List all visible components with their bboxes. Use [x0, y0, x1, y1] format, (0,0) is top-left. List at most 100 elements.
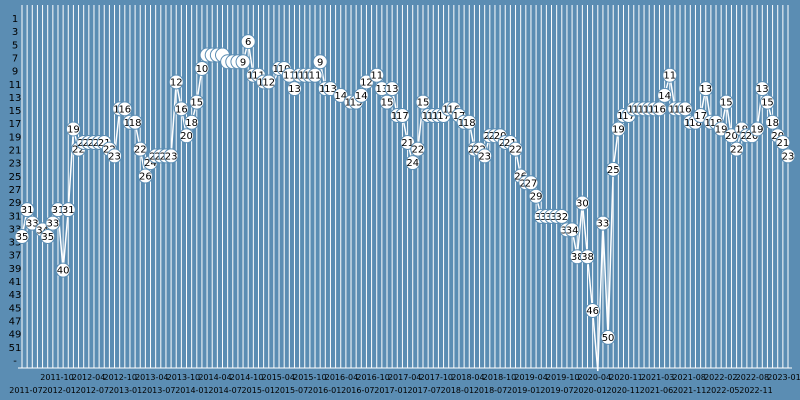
y-tick-label: 7 — [12, 53, 18, 64]
data-point-label: 15 — [350, 98, 363, 109]
data-point-marker — [45, 215, 61, 231]
y-tick-label: 21 — [9, 146, 22, 157]
data-point-marker — [600, 329, 616, 345]
data-point-label: 10 — [278, 64, 291, 75]
data-point-label: 17 — [453, 111, 466, 122]
data-point-label: 15 — [720, 98, 733, 109]
data-point-marker — [605, 161, 621, 177]
data-point-marker — [19, 202, 35, 218]
data-point-marker — [415, 94, 431, 110]
data-point-label: 38 — [581, 252, 594, 263]
data-point-label: 18 — [463, 118, 476, 129]
data-point-label: 23 — [165, 151, 178, 162]
data-point-label: 21 — [776, 138, 789, 149]
data-point-label: 14 — [334, 91, 347, 102]
data-point-marker — [60, 202, 76, 218]
y-tick-label: 11 — [9, 80, 22, 91]
data-point-label: 13 — [699, 84, 712, 95]
data-point-label: 10 — [196, 64, 209, 75]
data-point-label: 19 — [735, 125, 748, 136]
data-point-label: 33 — [26, 219, 39, 230]
y-axis: 1357911131517192123252729313335373941434… — [9, 14, 22, 367]
x-tick-label-lower: 2012-01 — [42, 386, 75, 395]
data-point-marker — [137, 168, 153, 184]
data-point-marker — [127, 114, 143, 130]
data-point-marker — [754, 81, 770, 97]
data-point-marker — [585, 303, 601, 318]
x-tick-label-lower: 2014-01 — [175, 386, 208, 395]
x-tick-label-upper: 2019-04 — [514, 373, 547, 382]
data-point-marker — [14, 229, 30, 245]
data-point-label: 11 — [252, 71, 265, 82]
x-tick-label-lower: 2021-06 — [640, 386, 673, 395]
data-point-marker — [179, 128, 195, 144]
data-point-label: 27 — [525, 178, 538, 189]
data-point-marker — [55, 262, 71, 278]
data-point-marker — [461, 114, 477, 130]
x-tick-label-upper: 2023-01 — [767, 373, 800, 382]
data-point-label: 17 — [437, 111, 450, 122]
data-point-marker — [312, 54, 328, 70]
data-point-label: 20 — [746, 131, 759, 142]
data-point-label: 30 — [576, 198, 589, 209]
y-tick-label: 39 — [9, 264, 22, 275]
data-point-label: 23 — [108, 151, 121, 162]
data-point-label: 31 — [62, 205, 75, 216]
y-tick-label: 13 — [9, 93, 22, 104]
data-point-label: 11 — [370, 71, 383, 82]
x-tick-label-lower: 2020-01 — [573, 386, 606, 395]
data-point-label: 20 — [180, 131, 193, 142]
data-point-label: 16 — [118, 104, 131, 115]
x-tick-label-lower: 2022-05 — [706, 386, 739, 395]
data-point-label: 16 — [447, 104, 460, 115]
x-tick-label-upper: 2016-04 — [325, 373, 358, 382]
x-tick-label-upper: 2017-04 — [388, 373, 421, 382]
data-point-label: 13 — [756, 84, 769, 95]
data-point-label: 13 — [375, 84, 388, 95]
data-point-label: 15 — [190, 98, 203, 109]
data-point-label: 19 — [715, 125, 728, 136]
data-point-marker — [698, 81, 714, 97]
data-point-marker — [189, 94, 205, 110]
data-point-label: 22 — [473, 145, 486, 156]
data-point-label: 11 — [309, 71, 322, 82]
x-tick-label-lower: 2013-07 — [142, 386, 175, 395]
data-point-label: 40 — [57, 266, 70, 277]
x-tick-label-upper: 2019-10 — [546, 373, 579, 382]
data-point-marker — [394, 108, 410, 124]
data-point-label: 18 — [710, 118, 723, 129]
data-point-label: 12 — [262, 77, 275, 88]
data-point-label: 22 — [103, 145, 116, 156]
data-point-marker — [184, 114, 200, 130]
data-point-marker — [765, 114, 781, 130]
x-tick-label-upper: 2022-02 — [704, 373, 737, 382]
data-point-label: 12 — [360, 77, 373, 88]
x-tick-label-upper: 2022-08 — [736, 373, 769, 382]
y-tick-label: 23 — [9, 159, 22, 170]
data-point-label: 50 — [602, 333, 615, 344]
data-point-marker — [40, 229, 56, 245]
x-tick-label-upper: 2012-10 — [103, 373, 136, 382]
data-point-label: 22 — [411, 145, 424, 156]
data-point-label: 6 — [245, 37, 251, 48]
data-point-label: 13 — [386, 84, 399, 95]
data-point-label: 22 — [509, 145, 522, 156]
x-axis: 2011-102012-042012-102013-042013-102014-… — [9, 373, 800, 395]
data-point-label: 21 — [98, 138, 111, 149]
x-tick-label-upper: 2015-10 — [293, 373, 326, 382]
x-tick-label-upper: 2020-04 — [578, 373, 611, 382]
x-tick-label-upper: 2018-10 — [483, 373, 516, 382]
data-point-label: 24 — [144, 158, 157, 169]
y-tick-label: 25 — [9, 172, 22, 183]
data-point-marker — [523, 175, 539, 191]
x-tick-label-lower: 2022-11 — [739, 386, 772, 395]
y-tick-label: 31 — [9, 211, 22, 222]
data-point-marker — [65, 121, 81, 137]
data-point-label: 23 — [782, 151, 795, 162]
x-tick-label-lower: 2011-07 — [9, 386, 42, 395]
data-point-marker — [677, 101, 693, 117]
data-point-label: 13 — [288, 84, 301, 95]
data-point-label: 22 — [730, 145, 743, 156]
data-point-label: 12 — [170, 77, 183, 88]
